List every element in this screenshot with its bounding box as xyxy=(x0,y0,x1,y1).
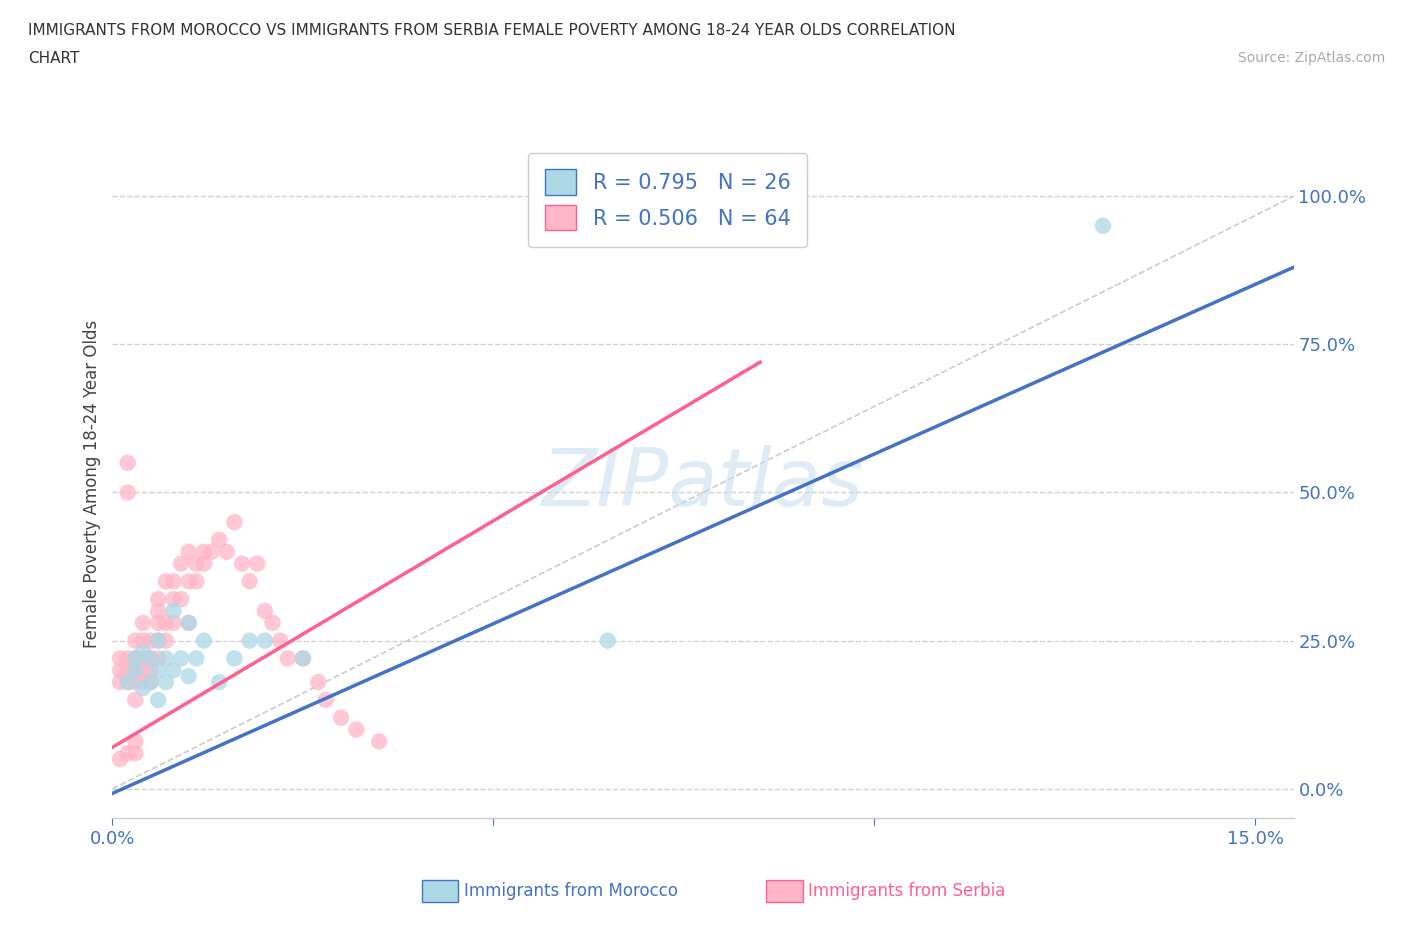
Point xyxy=(148,663,170,678)
Point xyxy=(344,722,367,737)
Point xyxy=(108,651,131,666)
Point xyxy=(200,544,222,559)
Point xyxy=(117,674,139,689)
Point xyxy=(124,651,146,666)
Point xyxy=(177,616,200,631)
Point xyxy=(170,651,193,666)
Point xyxy=(186,556,208,571)
Point xyxy=(124,663,146,678)
Point xyxy=(224,514,246,529)
Point xyxy=(262,616,284,631)
Point xyxy=(124,693,146,708)
Point xyxy=(162,574,184,589)
Text: Immigrants from Morocco: Immigrants from Morocco xyxy=(464,882,678,900)
Text: CHART: CHART xyxy=(28,51,80,66)
Point xyxy=(124,651,146,666)
Point xyxy=(224,651,246,666)
Point xyxy=(124,746,146,761)
Point xyxy=(291,651,314,666)
Point xyxy=(132,645,155,660)
Text: Source: ZipAtlas.com: Source: ZipAtlas.com xyxy=(1237,51,1385,65)
Y-axis label: Female Poverty Among 18-24 Year Olds: Female Poverty Among 18-24 Year Olds xyxy=(83,320,101,647)
Point xyxy=(368,734,391,749)
Point xyxy=(117,746,139,761)
Point xyxy=(186,651,208,666)
Point xyxy=(124,734,146,749)
Point xyxy=(231,556,253,571)
Point xyxy=(148,616,170,631)
Point xyxy=(177,616,200,631)
Point xyxy=(148,604,170,618)
Point xyxy=(193,556,215,571)
Point xyxy=(269,633,291,648)
Point xyxy=(139,674,162,689)
Point xyxy=(124,674,146,689)
Point xyxy=(155,674,177,689)
Point xyxy=(596,633,619,648)
Point xyxy=(132,681,155,696)
Point xyxy=(291,651,314,666)
Point xyxy=(139,633,162,648)
Point xyxy=(1092,219,1115,233)
Point xyxy=(132,616,155,631)
Point xyxy=(215,544,238,559)
Point xyxy=(155,633,177,648)
Point xyxy=(148,651,170,666)
Point xyxy=(239,574,262,589)
Point xyxy=(155,574,177,589)
Point xyxy=(162,604,184,618)
Point xyxy=(148,633,170,648)
Point xyxy=(148,633,170,648)
Point xyxy=(108,751,131,766)
Point xyxy=(170,556,193,571)
Point xyxy=(148,693,170,708)
Point xyxy=(208,533,231,548)
Point xyxy=(155,616,177,631)
Point xyxy=(315,693,337,708)
Point xyxy=(132,651,155,666)
Point xyxy=(132,663,155,678)
Point xyxy=(108,674,131,689)
Point xyxy=(177,669,200,684)
Point xyxy=(193,544,215,559)
Point xyxy=(155,651,177,666)
Point xyxy=(330,711,353,725)
Point xyxy=(108,663,131,678)
Point xyxy=(162,663,184,678)
Point xyxy=(117,456,139,471)
Point xyxy=(139,663,162,678)
Point xyxy=(117,651,139,666)
Point xyxy=(208,674,231,689)
Text: ZIPatlas: ZIPatlas xyxy=(541,445,865,523)
Point xyxy=(177,574,200,589)
Point xyxy=(139,651,162,666)
Point xyxy=(148,591,170,606)
Point xyxy=(139,674,162,689)
Point xyxy=(162,616,184,631)
Legend: R = 0.795   N = 26, R = 0.506   N = 64: R = 0.795 N = 26, R = 0.506 N = 64 xyxy=(529,153,807,247)
Point xyxy=(117,674,139,689)
Point xyxy=(132,674,155,689)
Point xyxy=(117,485,139,500)
Text: Immigrants from Serbia: Immigrants from Serbia xyxy=(808,882,1005,900)
Point xyxy=(307,674,329,689)
Point xyxy=(117,663,139,678)
Point xyxy=(162,591,184,606)
Point xyxy=(277,651,299,666)
Point xyxy=(124,663,146,678)
Point xyxy=(124,651,146,666)
Point xyxy=(124,633,146,648)
Point xyxy=(170,591,193,606)
Text: IMMIGRANTS FROM MOROCCO VS IMMIGRANTS FROM SERBIA FEMALE POVERTY AMONG 18-24 YEA: IMMIGRANTS FROM MOROCCO VS IMMIGRANTS FR… xyxy=(28,23,956,38)
Point xyxy=(177,544,200,559)
Point xyxy=(253,604,276,618)
Point xyxy=(239,633,262,648)
Point xyxy=(193,633,215,648)
Point xyxy=(139,651,162,666)
Point xyxy=(246,556,269,571)
Point xyxy=(186,574,208,589)
Point xyxy=(132,633,155,648)
Point xyxy=(253,633,276,648)
